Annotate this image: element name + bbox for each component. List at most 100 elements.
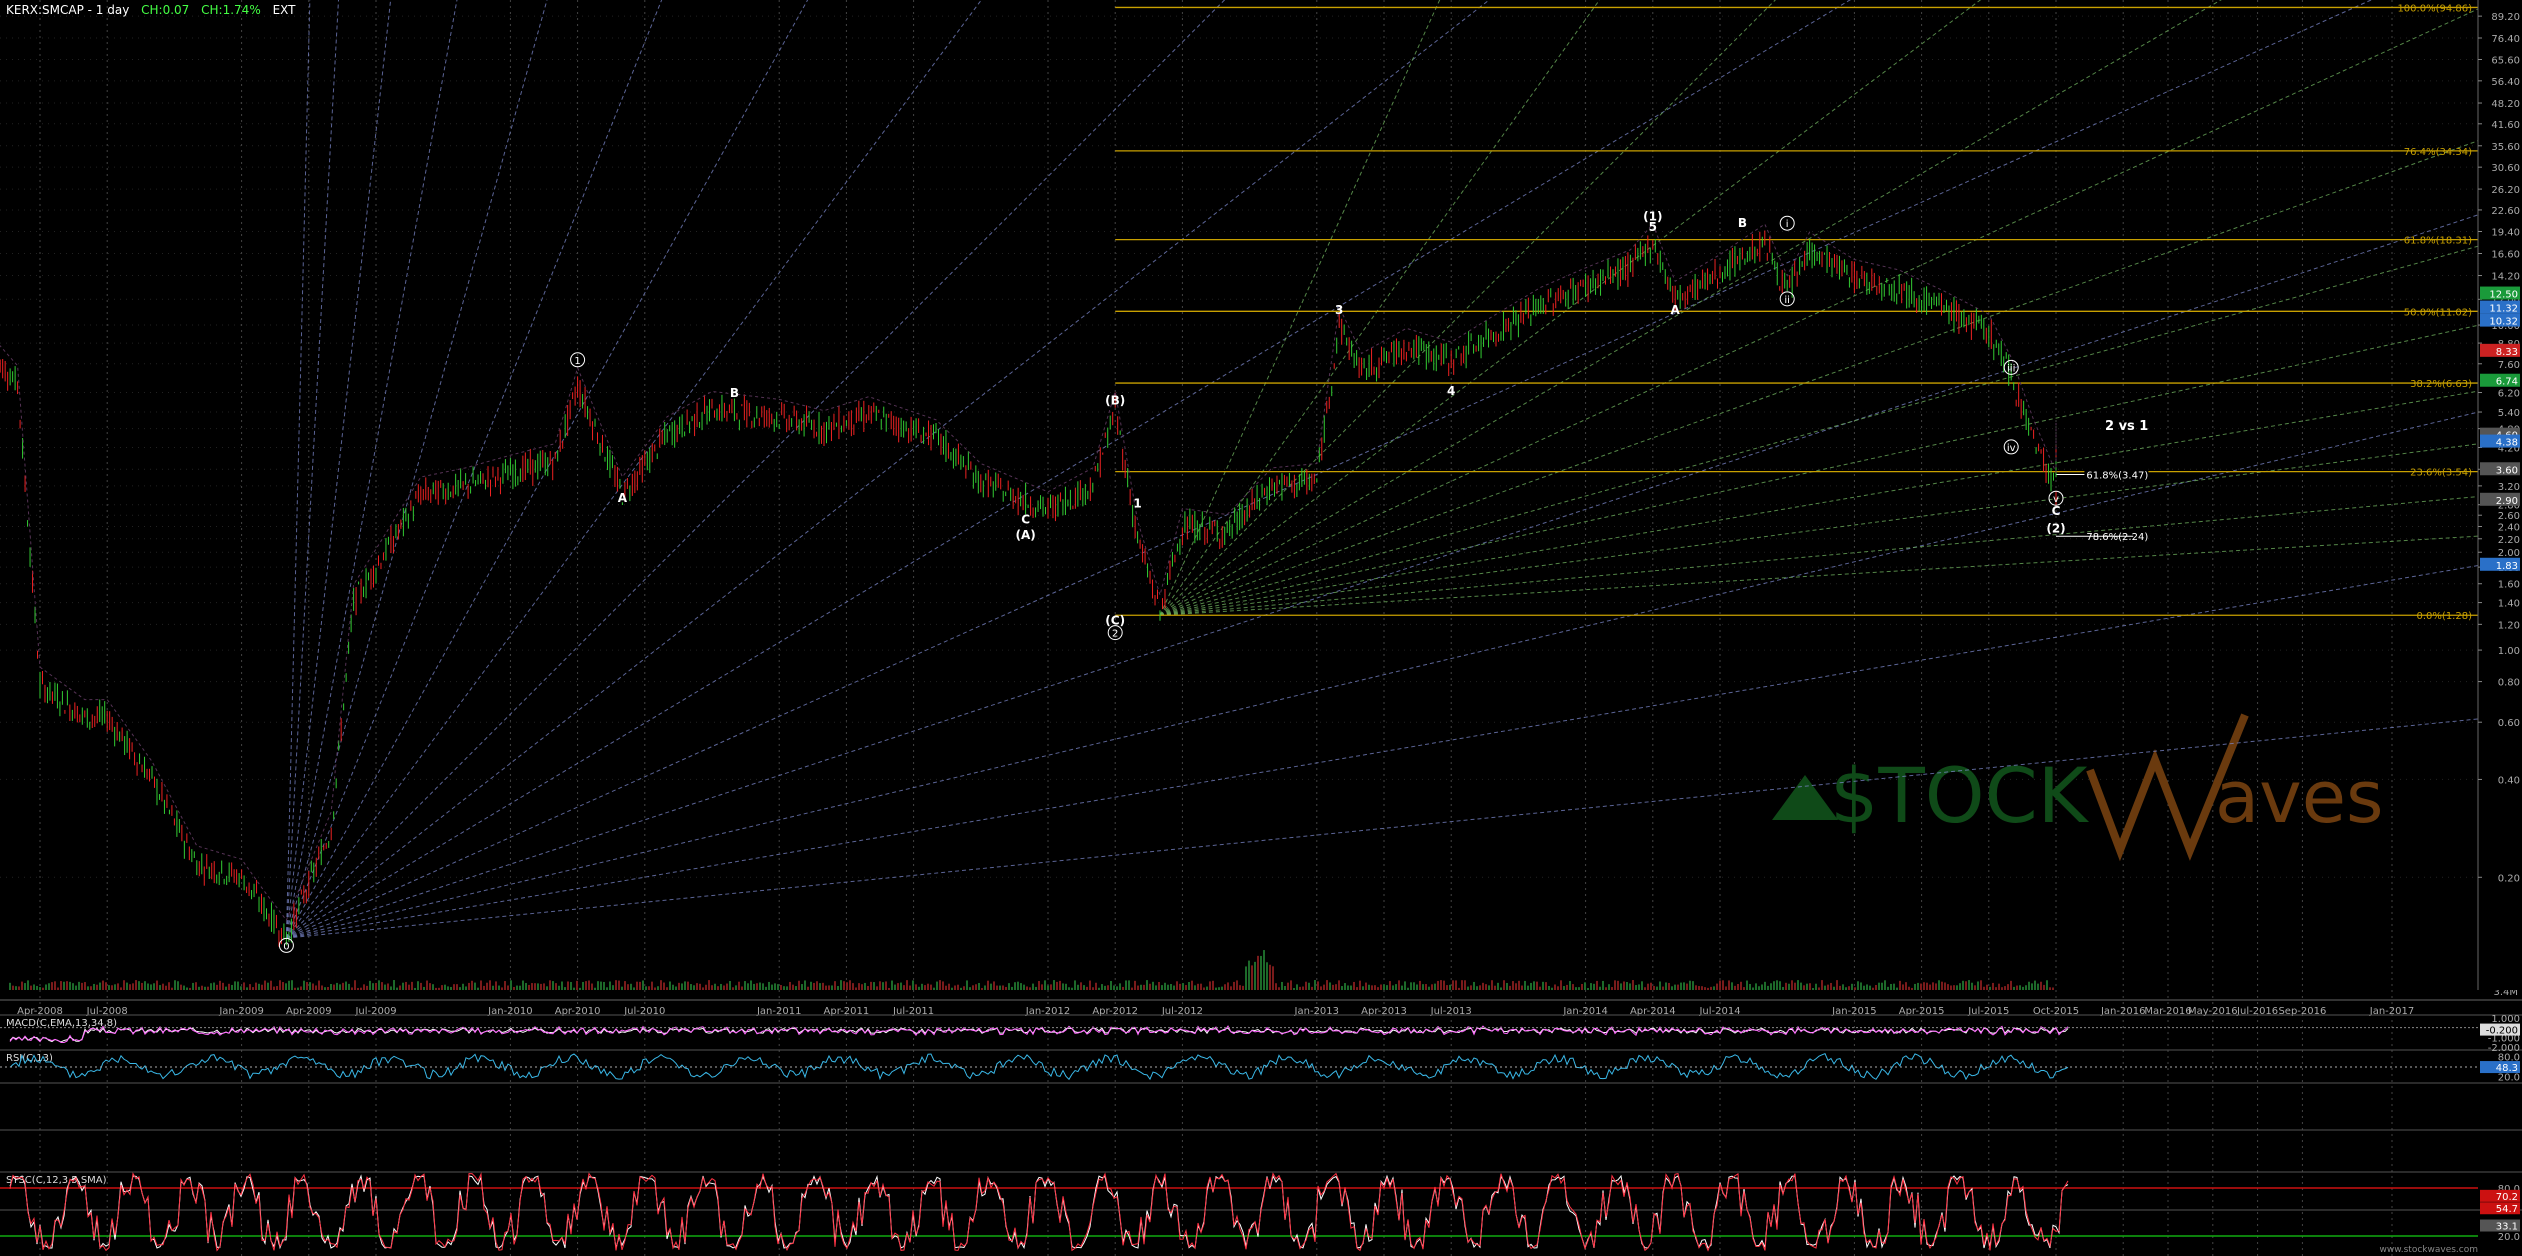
wave-label-circle xyxy=(2003,439,2019,455)
price-tick-label: 16.60 xyxy=(2491,249,2520,260)
price-tick-label: 3.20 xyxy=(2498,482,2520,493)
price-tick-label: 2.40 xyxy=(2498,522,2520,533)
gann-fan-line xyxy=(1159,315,2522,616)
price-label-box xyxy=(2480,462,2520,476)
ext-label: EXT xyxy=(273,3,296,17)
price-label-box xyxy=(2480,557,2520,571)
wave-label-circle xyxy=(2003,359,2019,375)
gann-fan-line xyxy=(285,0,809,939)
fib-extra-label: 78.6%(2.24) xyxy=(2086,532,2148,543)
wave-label-circle xyxy=(1779,215,1795,231)
panel-tick-label: 20.0 xyxy=(2498,1232,2520,1243)
time-tick-label: Jul-2011 xyxy=(892,1006,934,1017)
price-label-box xyxy=(2480,434,2520,448)
price-tick-label: 2.00 xyxy=(2498,548,2520,559)
time-tick-label: Jul-2010 xyxy=(623,1006,665,1017)
price-label-box xyxy=(2480,373,2520,387)
price-tick-label: 4.20 xyxy=(2498,444,2520,455)
gann-fan-line xyxy=(286,0,2373,939)
gann-fan-line xyxy=(1159,437,2522,616)
wave-label: C xyxy=(2052,504,2061,518)
time-tick-label: Apr-2014 xyxy=(1630,1006,1676,1017)
watermark-right-text: aves xyxy=(2215,755,2384,839)
price-tick-label: 1.20 xyxy=(2498,620,2520,631)
time-tick-label: Jan-2015 xyxy=(1831,1006,1876,1017)
time-tick-label: Jul-2016 xyxy=(2236,1006,2278,1017)
wave-label: 4 xyxy=(1447,384,1455,398)
time-tick-label: Apr-2010 xyxy=(555,1006,601,1017)
price-label-box xyxy=(2480,492,2520,506)
price-tick-label: 0.20 xyxy=(2498,873,2520,884)
price-label: 10.32 xyxy=(2489,317,2518,328)
price-tick-label: 65.60 xyxy=(2491,56,2520,67)
stoch-d-line xyxy=(9,1172,2069,1252)
wave-label: 0 xyxy=(283,941,289,952)
stochastic-panel: STSC(C,12,3,5,SMA) 80.0 20.0 70.254.7 33.1 xyxy=(0,1172,2520,1252)
gann-fan-line xyxy=(1159,533,2522,616)
gann-fan-line xyxy=(1159,0,1982,616)
fib-level-label: 61.8%(18.31) xyxy=(2404,236,2472,247)
time-tick-label: May-2016 xyxy=(2188,1006,2238,1017)
fib-level-label: 23.6%(3.54) xyxy=(2410,468,2472,479)
wave-label: 1 xyxy=(1133,496,1141,510)
price-label: 6.74 xyxy=(2496,377,2518,388)
price-tick-label: 2.80 xyxy=(2498,501,2520,512)
stoch-current-box xyxy=(2480,1202,2520,1215)
wave-label: A xyxy=(618,491,628,505)
time-tick-label: Apr-2013 xyxy=(1361,1006,1407,1017)
panel-tick-label: -1.000 xyxy=(2488,1033,2520,1044)
price-tick-label: 48.20 xyxy=(2491,99,2520,110)
wave-label: B xyxy=(730,386,739,400)
price-tick-label: 1.60 xyxy=(2498,580,2520,591)
price-label-box xyxy=(2480,343,2520,357)
price-label-box xyxy=(2480,286,2520,300)
price-tick-label: 30.60 xyxy=(2491,163,2520,174)
watermark-url: www.stockwaves.com xyxy=(2379,1245,2478,1255)
price-label-box xyxy=(2480,300,2520,314)
time-tick-label: Mar-2016 xyxy=(2144,1006,2191,1017)
wave-label: 5 xyxy=(1649,220,1657,234)
wave-label: (2) xyxy=(2046,522,2065,536)
gann-fan-line xyxy=(286,0,1226,939)
wave-label: iv xyxy=(2007,443,2016,454)
rsi-panel: RSI(C,13) 80.0 20.048.3 xyxy=(0,1052,2520,1083)
change-value: CH:0.07 xyxy=(141,3,189,17)
price-tick-label: 22.60 xyxy=(2491,206,2520,217)
gann-fan-line xyxy=(1159,383,2522,616)
time-tick-label: Jan-2017 xyxy=(2369,1006,2414,1017)
fibonacci-levels: 100.0%(94.86)76.4%(34.34)61.8%(18.31)50.… xyxy=(1115,3,2478,622)
time-tick-label: Jul-2012 xyxy=(1161,1006,1203,1017)
price-label: 12.50 xyxy=(2489,290,2518,301)
fib-level-label: 100.0%(94.86) xyxy=(2397,3,2472,14)
moving-average-line xyxy=(0,223,2057,922)
gann-fans xyxy=(285,0,2522,939)
time-tick-label: Jan-2016 xyxy=(2100,1006,2145,1017)
wave-label: (1) xyxy=(1643,209,1662,223)
time-tick-label: Jul-2014 xyxy=(1698,1006,1740,1017)
gann-fan-line xyxy=(286,0,1851,939)
rsi-current-label: 48.3 xyxy=(2496,1063,2518,1074)
chart-header: KERX:SMCAP - 1 day CH:0.07 CH:1.74% EXT xyxy=(6,3,303,17)
time-tick-label: Jan-2014 xyxy=(1562,1006,1607,1017)
price-tick-label: 0.80 xyxy=(2498,678,2520,689)
stoch-current-box xyxy=(2480,1219,2520,1232)
volume-scale-label: 3.4M xyxy=(2493,987,2518,998)
wave-label: (A) xyxy=(1015,528,1035,542)
wave-label: i xyxy=(1786,219,1789,230)
wave-label: (C) xyxy=(1105,613,1125,627)
price-tick-label: 76.40 xyxy=(2491,34,2520,45)
annotation-2vs1: 2 vs 1 xyxy=(2105,419,2148,434)
gann-fan-line xyxy=(286,199,2522,939)
symbol-title[interactable]: KERX:SMCAP - 1 day xyxy=(6,3,129,17)
price-tick-label: 14.20 xyxy=(2491,272,2520,283)
fib-level-label: 50.0%(11.02) xyxy=(2404,307,2472,318)
time-axis: Apr-2008 Jul-2008 Jan-2009 Apr-2009 Jul-2009… xyxy=(0,999,2522,1211)
macd-panel: MACD(C,EMA,13,34,8)1.0000.000-1.000-2.00… xyxy=(0,1014,2520,1054)
wave-label: ii xyxy=(1784,295,1790,306)
volume-bars: 3.4M xyxy=(9,950,2518,998)
rsi-line xyxy=(9,1052,2069,1081)
price-label: 1.83 xyxy=(2496,561,2518,572)
gann-fan-line xyxy=(1159,0,2222,616)
